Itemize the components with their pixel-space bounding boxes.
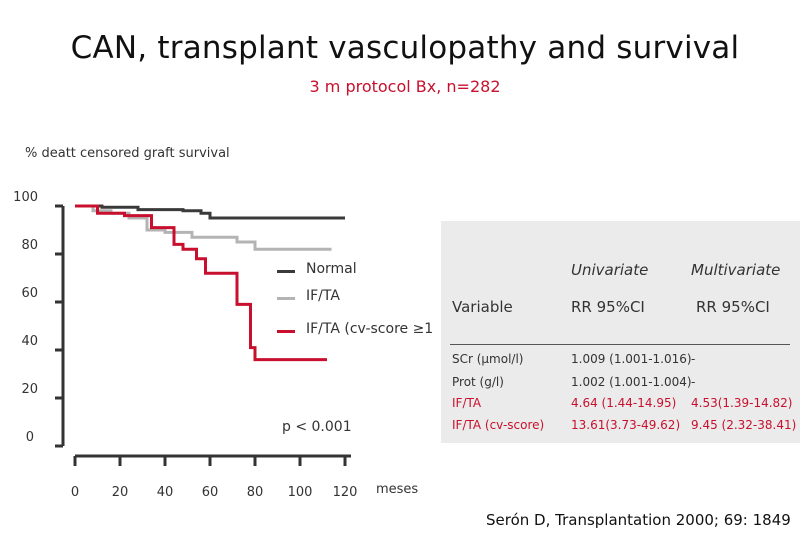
survival-curves: [75, 204, 345, 362]
legend-label-if-ta: IF/TA: [306, 288, 340, 304]
y-axis-title: % deatt censored graft survival: [25, 146, 230, 161]
table-cell-univariate: 1.002 (1.001-1.004): [571, 375, 692, 389]
survival-curve-if-ta: [75, 204, 332, 251]
legend-swatch-if-ta: [277, 297, 295, 300]
table-cell-variable: IF/TA: [452, 396, 482, 410]
x-tick-label: 120: [333, 485, 358, 500]
y-tick-label: 20: [21, 382, 38, 397]
x-tick-label: 40: [157, 485, 174, 500]
legend-swatch-normal: [277, 270, 295, 273]
table-cell-univariate: 4.64 (1.44-14.95): [571, 396, 677, 410]
p-value-annotation: p < 0.001: [282, 419, 352, 435]
citation: Serón D, Transplantation 2000; 69: 1849: [486, 511, 791, 529]
chart-axes: 0 20 40 60 80 100 0 20 40 60 80 100 120: [13, 190, 357, 500]
x-tick-label: 60: [202, 485, 219, 500]
y-tick-label: 40: [21, 334, 38, 349]
x-tick-label: 100: [288, 485, 313, 500]
survival-curve-if-ta-cv: [75, 204, 327, 362]
table-cell-univariate: 13.61(3.73-49.62): [571, 418, 681, 432]
table-cell-variable: SCr (µmol/l): [452, 352, 524, 366]
table-cell-variable: Prot (g/l): [452, 375, 504, 389]
table-header-variable: Variable: [452, 298, 513, 316]
legend-label-if-ta-cv: IF/TA (cv-score ≥1: [306, 321, 434, 337]
table-cell-multivariate: 9.45 (2.32-38.41): [691, 418, 797, 432]
survival-curve-normal: [75, 204, 345, 220]
y-tick-label: 0: [26, 430, 34, 445]
table-header-univariate: Univariate: [571, 261, 649, 279]
y-tick-label: 100: [13, 190, 38, 205]
y-tick-label: 80: [21, 238, 38, 253]
legend-label-normal: Normal: [306, 261, 357, 277]
table-cell-multivariate: 4.53(1.39-14.82): [691, 396, 793, 410]
table-header-rr-multi: RR 95%CI: [696, 298, 770, 316]
table-header-rr-uni: RR 95%CI: [571, 298, 645, 316]
x-tick-label: 0: [71, 485, 79, 500]
table-header-multivariate: Multivariate: [691, 261, 781, 279]
slide-title: CAN, transplant vasculopathy and surviva…: [70, 30, 740, 66]
results-table-panel: [441, 221, 800, 443]
table-header-rule: [450, 344, 790, 345]
legend-swatch-if-ta-cv: [277, 330, 295, 333]
x-tick-label: 80: [247, 485, 264, 500]
table-cell-variable: IF/TA (cv-score): [452, 418, 545, 432]
table-cell-univariate: 1.009 (1.001-1.016): [571, 352, 692, 366]
x-tick-label: 20: [112, 485, 129, 500]
table-cell-multivariate: -: [691, 375, 696, 389]
x-axis-title: meses: [376, 482, 419, 497]
table-cell-multivariate: -: [691, 352, 696, 366]
y-tick-label: 60: [21, 286, 38, 301]
slide-subtitle: 3 m protocol Bx, n=282: [309, 77, 501, 96]
